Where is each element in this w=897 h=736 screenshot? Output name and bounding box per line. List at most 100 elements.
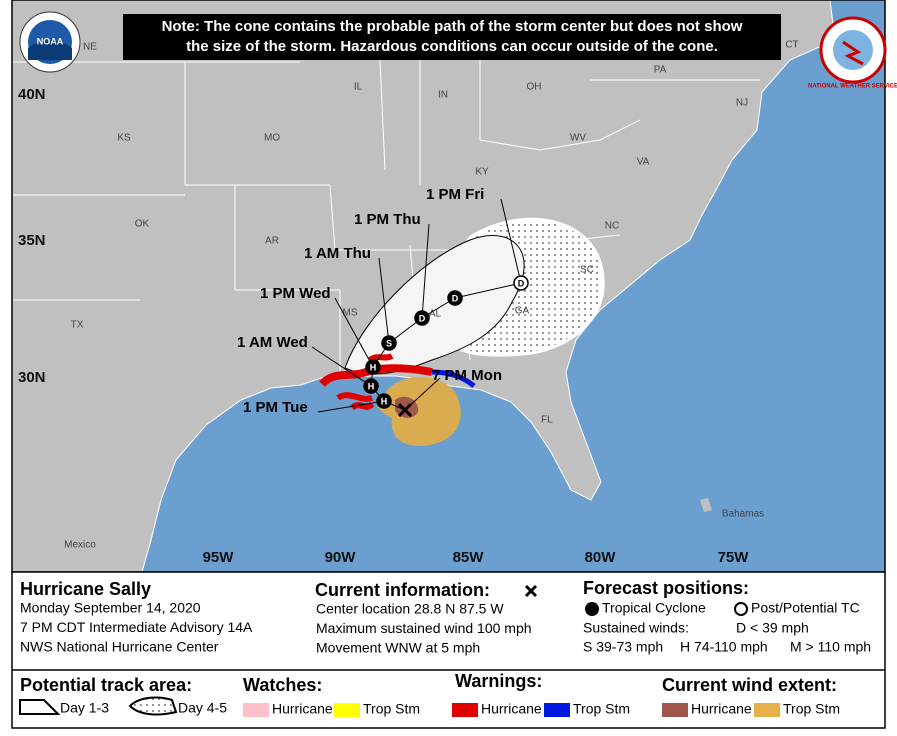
legend-warnings-title: Warnings: xyxy=(455,671,542,691)
forecast-legend-m: M > 110 mph xyxy=(790,639,871,655)
trop-stm-warning xyxy=(431,369,476,388)
place-label: KY xyxy=(475,167,489,178)
place-label: OH xyxy=(527,82,542,93)
forecast-symbol: H xyxy=(381,396,388,406)
place-label: NC xyxy=(605,221,619,232)
place-label: OK xyxy=(135,219,150,230)
wind-hurricane-swatch xyxy=(662,703,688,717)
place-label: SC xyxy=(580,265,594,276)
place-label: MO xyxy=(264,133,280,144)
forecast-legend-s: S 39-73 mph xyxy=(583,639,663,655)
storm-date: Monday September 14, 2020 xyxy=(20,600,201,616)
place-label: AR xyxy=(265,236,279,247)
nws-logo xyxy=(819,16,887,84)
legend-day45: Day 4-5 xyxy=(178,700,227,716)
storm-office: NWS National Hurricane Center xyxy=(20,639,219,655)
forecast-time-label: 1 PM Wed xyxy=(260,285,331,302)
current-info-title: Current information: xyxy=(315,580,490,600)
forecast-symbol: S xyxy=(386,338,392,348)
latitude-label: 40N xyxy=(18,86,46,103)
place-label: Bahamas xyxy=(722,509,764,520)
longitude-label: 85W xyxy=(453,549,485,566)
place-label: KS xyxy=(117,133,131,144)
longitude-label: 90W xyxy=(325,549,357,566)
forecast-time-label: 1 AM Wed xyxy=(237,334,308,351)
longitude-label: 80W xyxy=(585,549,617,566)
forecast-marker xyxy=(414,310,430,326)
current-info-line: Movement WNW at 5 mph xyxy=(316,640,480,656)
place-label: IL xyxy=(354,82,363,93)
forecast-time-label: 1 PM Thu xyxy=(354,211,421,228)
leader-line xyxy=(317,400,385,413)
place-label: NE xyxy=(83,42,97,53)
watch-hurricane-swatch xyxy=(243,703,269,717)
forecast-symbol: D xyxy=(452,293,459,303)
legend-wind-tropstm: Trop Stm xyxy=(783,701,840,717)
forecast-marker xyxy=(513,275,529,291)
legend-wind-title: Current wind extent: xyxy=(662,675,837,695)
place-label: GA xyxy=(515,306,530,317)
leader-line xyxy=(378,257,390,344)
hurricane-warning xyxy=(319,364,433,388)
forecast-time-label: 1 PM Tue xyxy=(243,399,308,416)
forecast-marker xyxy=(376,393,392,409)
forecast-marker xyxy=(365,359,381,375)
day13-icon xyxy=(19,699,61,715)
legend-warn-hurricane: Hurricane xyxy=(481,701,542,717)
current-time-label: 7 PM Mon xyxy=(432,367,502,384)
wind-extent-trop-stm xyxy=(377,376,461,446)
longitude-label: 95W xyxy=(203,549,235,566)
legend-track-title: Potential track area: xyxy=(20,675,192,695)
place-label: MS xyxy=(343,308,358,319)
storm-advisory: 7 PM CDT Intermediate Advisory 14A xyxy=(20,619,253,635)
watch-tropstm-swatch xyxy=(334,703,360,717)
note-box xyxy=(123,14,781,60)
forecast-marker xyxy=(381,335,397,351)
warn-hurricane-swatch xyxy=(452,703,478,717)
bahamas xyxy=(700,498,712,512)
longitude-label: 75W xyxy=(718,549,750,566)
legend-watches-title: Watches: xyxy=(243,675,322,695)
leader-line xyxy=(500,198,522,284)
place-label: NJ xyxy=(736,98,748,109)
latitude-label: 30N xyxy=(18,369,46,386)
legend-watch-hurricane: Hurricane xyxy=(272,701,333,717)
place-label: Mexico xyxy=(64,540,96,551)
day45-icon xyxy=(128,696,178,716)
place-label: AL xyxy=(429,309,442,320)
place-label: CT xyxy=(785,40,798,51)
latitude-label: 35N xyxy=(18,232,46,249)
place-label: PA xyxy=(654,65,667,76)
noaa-logo xyxy=(19,11,81,73)
forecast-time-label: 1 AM Thu xyxy=(304,245,371,262)
place-label: VA xyxy=(637,157,650,168)
tropical-icon xyxy=(585,602,599,616)
nws-text: NATIONAL WEATHER SERVICE xyxy=(808,84,897,90)
hurricane-warning xyxy=(336,353,394,411)
forecast-symbol: H xyxy=(370,362,377,372)
forecast-legend-tropical: Tropical Cyclone xyxy=(602,600,706,616)
post-tc-icon xyxy=(734,602,748,616)
legend-watch-tropstm: Trop Stm xyxy=(363,701,420,717)
place-label: TX xyxy=(71,320,84,331)
info-panel xyxy=(11,571,886,729)
noaa-text: NOAA xyxy=(37,36,64,46)
legend-day13: Day 1-3 xyxy=(60,700,109,716)
legend-warn-tropstm: Trop Stm xyxy=(573,701,630,717)
wind-tropstm-swatch xyxy=(754,703,780,717)
current-x-icon xyxy=(524,584,538,598)
forecast-title: Forecast positions: xyxy=(583,578,749,598)
warn-tropstm-swatch xyxy=(544,703,570,717)
leader-line xyxy=(421,223,430,319)
forecast-symbol: H xyxy=(368,381,375,391)
place-label: FL xyxy=(541,415,553,426)
forecast-marker xyxy=(447,290,463,306)
legend-wind-hurricane: Hurricane xyxy=(691,701,752,717)
storm-name: Hurricane Sally xyxy=(20,579,151,599)
place-label: IN xyxy=(438,90,448,101)
forecast-legend-sustained: Sustained winds: xyxy=(583,620,689,636)
leader-line xyxy=(311,346,372,387)
forecast-legend-h: H 74-110 mph xyxy=(680,639,768,655)
forecast-marker xyxy=(363,378,379,394)
